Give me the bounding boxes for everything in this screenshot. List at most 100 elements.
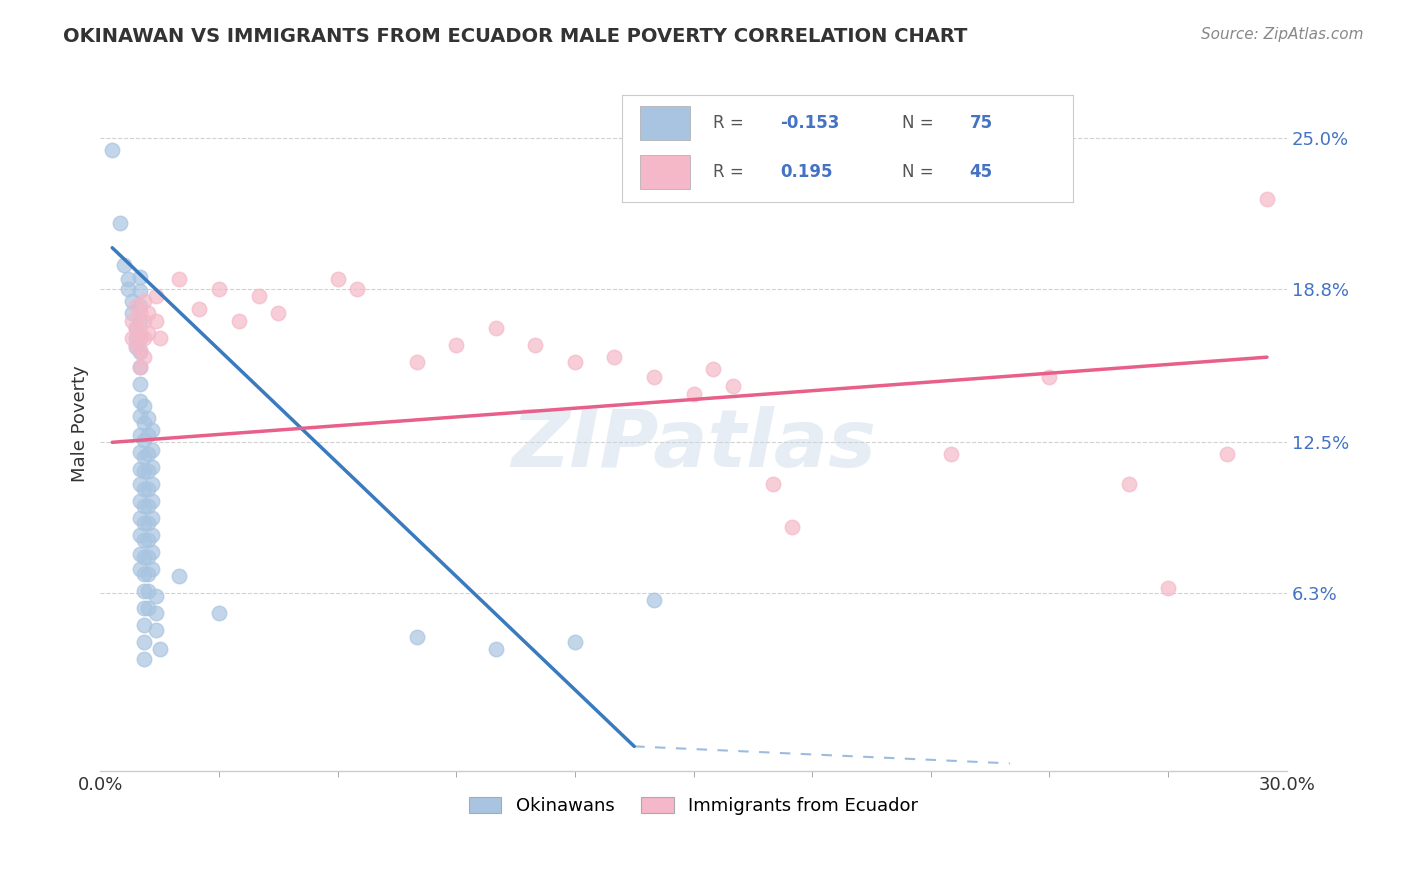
Point [128,462,150,476]
Point [128,331,150,345]
Point [128,359,150,374]
Point [603,350,626,364]
Point [149,331,172,345]
Point [1118,476,1140,491]
Point [117,282,139,296]
Point [132,499,155,513]
Point [125,321,148,335]
Point [121,314,143,328]
Point [141,562,163,576]
Point [128,428,150,442]
Point [132,566,155,581]
Point [564,355,586,369]
Point [136,326,159,340]
Point [132,331,155,345]
Point [149,642,172,657]
Point [145,314,167,328]
Point [136,600,159,615]
Point [141,527,163,541]
Point [128,547,150,561]
Text: OKINAWAN VS IMMIGRANTS FROM ECUADOR MALE POVERTY CORRELATION CHART: OKINAWAN VS IMMIGRANTS FROM ECUADOR MALE… [63,27,967,45]
Point [136,533,159,547]
Point [132,583,155,598]
Point [128,493,150,508]
Point [1256,192,1278,206]
Point [128,394,150,409]
Point [136,499,159,513]
Point [136,465,159,479]
Y-axis label: Male Poverty: Male Poverty [72,366,89,483]
Point [125,338,148,352]
Point [208,282,231,296]
Legend: Okinawans, Immigrants from Ecuador: Okinawans, Immigrants from Ecuador [460,788,928,824]
Point [128,376,150,391]
Point [136,549,159,564]
Point [141,459,163,474]
Point [132,634,155,648]
Point [128,326,150,340]
Point [141,476,163,491]
Point [132,516,155,530]
Point [128,314,150,328]
Point [141,442,163,457]
Point [145,623,167,637]
Point [132,482,155,496]
Point [267,306,290,320]
Point [132,294,155,309]
Point [125,331,148,345]
Point [643,369,665,384]
Point [880,144,903,158]
Point [125,341,148,355]
Point [136,566,159,581]
Point [132,600,155,615]
Point [141,493,163,508]
Point [132,617,155,632]
Point [141,423,163,437]
Point [117,272,139,286]
Point [682,386,704,401]
Point [446,338,468,352]
Point [1157,581,1180,595]
Point [128,345,150,359]
Point [188,301,211,316]
Point [643,593,665,607]
Text: Source: ZipAtlas.com: Source: ZipAtlas.com [1201,27,1364,42]
Point [762,476,785,491]
Point [782,520,804,534]
Point [121,294,143,309]
Point [128,359,150,374]
Point [136,516,159,530]
Point [485,321,508,335]
Point [346,282,368,296]
Point [108,216,131,230]
Point [128,510,150,524]
Point [405,355,427,369]
Point [145,589,167,603]
Point [125,321,148,335]
Point [128,306,150,320]
Point [485,642,508,657]
Point [405,630,427,644]
Point [326,272,349,286]
Point [132,549,155,564]
Point [128,527,150,541]
Point [228,314,250,328]
Point [136,447,159,461]
Point [136,411,159,425]
Point [136,583,159,598]
Point [128,285,150,299]
Point [145,289,167,303]
Point [128,476,150,491]
Point [128,269,150,284]
Point [128,445,150,459]
Point [128,409,150,423]
Point [141,510,163,524]
Point [1038,369,1060,384]
Point [132,314,155,328]
Point [1216,447,1239,461]
Point [128,299,150,313]
Point [101,144,124,158]
Point [125,299,148,313]
Point [141,545,163,559]
Point [564,634,586,648]
